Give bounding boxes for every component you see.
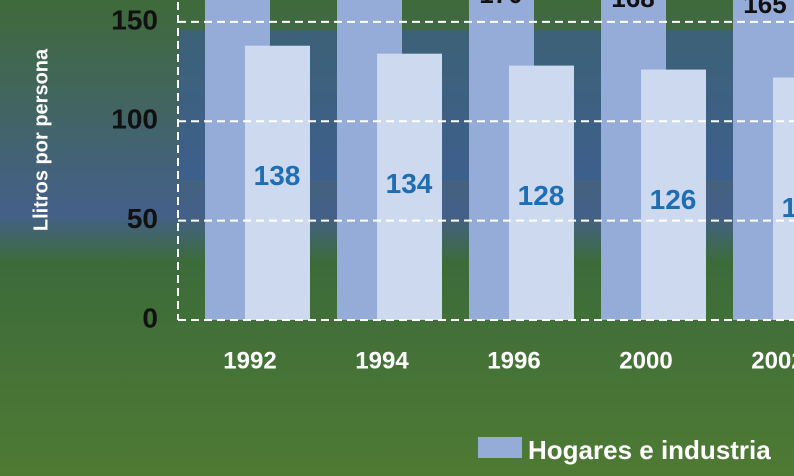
value-label: 122 xyxy=(782,192,794,223)
y-tick-label: 0 xyxy=(142,302,158,333)
legend-swatch xyxy=(478,437,522,458)
x-tick-label: 1994 xyxy=(355,347,409,374)
y-tick-label: 150 xyxy=(111,4,158,35)
page: Llitros por persona 17513819921721341994… xyxy=(0,0,794,476)
x-tick-label: 2002 xyxy=(751,347,794,374)
value-label: 138 xyxy=(254,160,301,191)
value-label: 134 xyxy=(386,168,433,199)
value-label: 168 xyxy=(611,0,654,13)
x-tick-label: 1996 xyxy=(487,347,540,374)
value-label: 128 xyxy=(518,180,565,211)
y-tick-label: 50 xyxy=(127,203,158,234)
value-label: 165 xyxy=(743,0,786,19)
value-label: 170 xyxy=(479,0,522,9)
value-label: 172 xyxy=(347,0,390,5)
y-tick-label: 100 xyxy=(111,104,158,135)
value-label: 126 xyxy=(650,184,697,215)
x-tick-label: 2000 xyxy=(619,347,672,374)
chart: Llitros por persona 17513819921721341994… xyxy=(0,0,794,476)
y-axis-title: Llitros por persona xyxy=(30,48,52,231)
legend-label: Hogares e industria xyxy=(528,435,771,465)
x-tick-label: 1992 xyxy=(223,347,276,374)
